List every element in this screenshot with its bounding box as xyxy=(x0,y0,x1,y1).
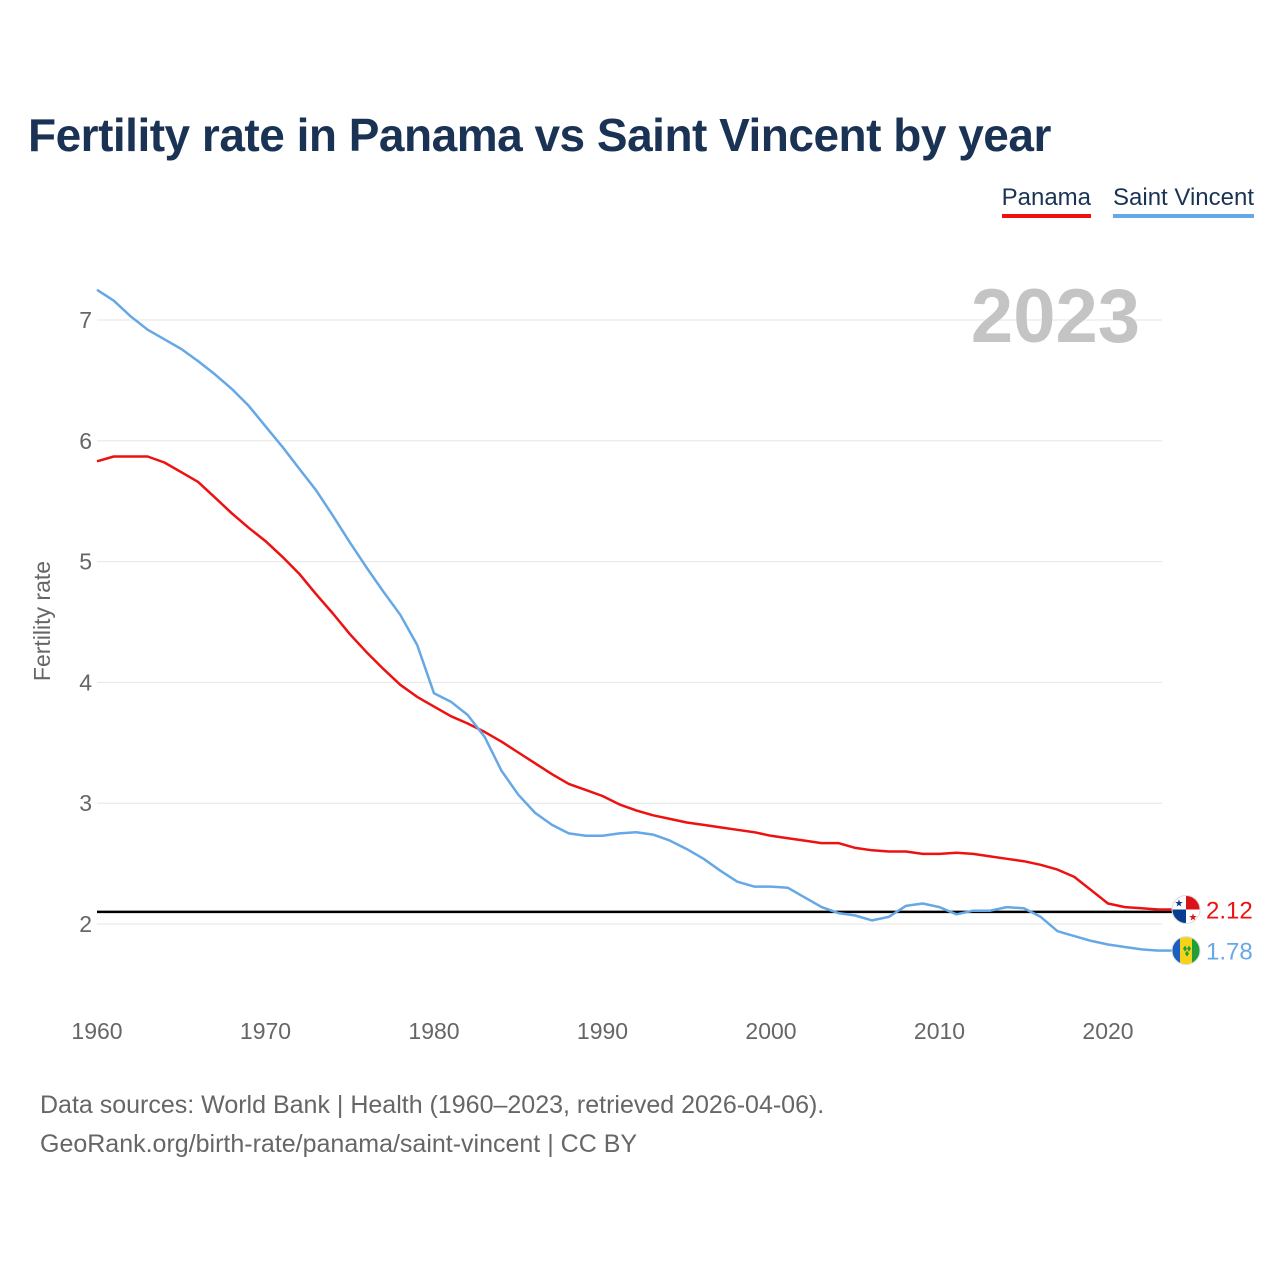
y-tick-label: 5 xyxy=(79,549,92,575)
x-tick-label: 1960 xyxy=(71,1018,122,1044)
y-tick-label: 7 xyxy=(79,307,92,333)
flag-panama-icon: ★★ xyxy=(1171,895,1201,925)
legend: Panama Saint Vincent xyxy=(1001,184,1254,218)
legend-item-saint-vincent[interactable]: Saint Vincent xyxy=(1113,184,1254,218)
x-tick-label: 2020 xyxy=(1082,1018,1133,1044)
flag-saint-vincent-icon xyxy=(1171,936,1201,966)
line-chart: 2023 2 3 4 5 6 7 1960 1970 1980 1990 2000 2010 2020… xyxy=(29,274,1253,1044)
end-value-label-panama: 2.12 xyxy=(1206,898,1253,925)
y-axis-ticks: 2 3 4 5 6 7 xyxy=(79,307,92,937)
series-line-saint-vincent xyxy=(96,288,1159,952)
source-link[interactable]: GeoRank.org/birth-rate/panama/saint-vinc… xyxy=(40,1130,638,1158)
x-tick-label: 2010 xyxy=(914,1018,965,1044)
y-tick-label: 4 xyxy=(79,669,92,695)
series-lines xyxy=(96,288,1159,952)
svg-text:★: ★ xyxy=(1175,899,1184,910)
y-tick-label: 6 xyxy=(79,428,92,454)
gridlines xyxy=(97,319,1162,925)
x-tick-label: 2000 xyxy=(745,1018,796,1044)
chart-title: Fertility rate in Panama vs Saint Vincen… xyxy=(28,109,1051,161)
x-axis-ticks: 1960 1970 1980 1990 2000 2010 2020 xyxy=(71,1018,1133,1044)
x-tick-label: 1980 xyxy=(408,1018,459,1044)
footer: Data sources: World Bank | Health (1960–… xyxy=(40,1086,824,1164)
data-sources-text: Data sources: World Bank | Health (1960–… xyxy=(40,1091,825,1119)
end-value-label-saint-vincent: 1.78 xyxy=(1206,939,1253,966)
series-line-panama xyxy=(96,455,1159,911)
end-markers: ★★ 2.121.78 xyxy=(1158,895,1253,966)
year-label: 2023 xyxy=(971,274,1140,359)
svg-text:★: ★ xyxy=(1189,913,1198,924)
y-axis-label: Fertility rate xyxy=(29,561,55,681)
x-tick-label: 1990 xyxy=(577,1018,628,1044)
y-tick-label: 3 xyxy=(79,790,92,816)
x-tick-label: 1970 xyxy=(240,1018,291,1044)
y-tick-label: 2 xyxy=(79,911,92,937)
legend-item-panama[interactable]: Panama xyxy=(1001,184,1091,218)
